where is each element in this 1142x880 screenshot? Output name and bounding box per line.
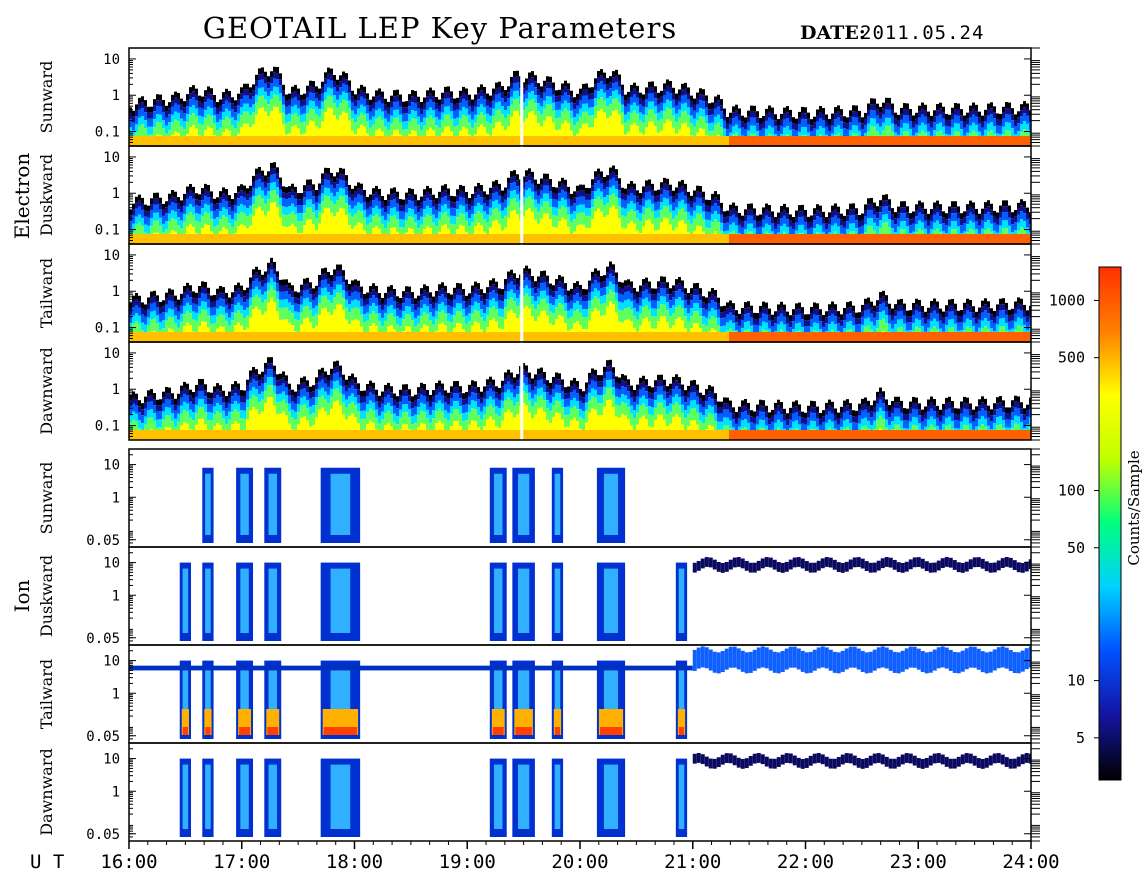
y-tick-label: 0.1 <box>95 419 120 435</box>
y-tick-label: 1 <box>112 88 120 104</box>
panel-label: Tailward <box>37 659 56 729</box>
panel-ion-duskward: Duskward 10 1 0.05 <box>37 546 1040 647</box>
x-tick-label: 20:00 <box>551 851 608 873</box>
y-tick-label: 1 <box>112 382 120 398</box>
panel-ion-dawnward: Dawnward 10 1 0.05 <box>37 742 1040 843</box>
panel-electron-duskward: Duskward 10 1 0.1 <box>37 145 1040 245</box>
y-tick-label: 10 <box>103 556 120 572</box>
y-tick-label: 10 <box>103 458 120 474</box>
y-tick-label: 10 <box>103 248 120 264</box>
y-tick-label: 10 <box>103 150 120 166</box>
colorbar-tick-label: 50 <box>1067 539 1085 557</box>
colorbar-label: Counts/Sample <box>1125 450 1142 565</box>
y-tick-label: 0.05 <box>86 631 120 647</box>
panel-label: Duskward <box>37 555 56 637</box>
x-tick-label: 16:00 <box>100 851 157 873</box>
y-tick-label: 0.1 <box>95 321 120 337</box>
y-tick-label: 1 <box>112 490 120 506</box>
x-tick-label: 21:00 <box>664 851 721 873</box>
y-tick-label: 0.1 <box>95 125 120 141</box>
x-tick-label: 18:00 <box>326 851 383 873</box>
panel-label: Dawnward <box>37 347 56 435</box>
colorbar-tick-label: 10 <box>1067 672 1085 690</box>
x-tick-label: 22:00 <box>777 851 834 873</box>
x-tick-label: 19:00 <box>439 851 496 873</box>
panel-ion-tailward: Tailward 10 1 0.05 <box>37 644 1040 745</box>
colorbar: Counts/Sample 5 10 50 100 500 1000 <box>1049 266 1142 781</box>
y-tick-label: 10 <box>103 654 120 670</box>
colorbar-tick-label: 500 <box>1058 349 1085 367</box>
chart-title: GEOTAIL LEP Key Parameters <box>203 11 677 45</box>
y-tick-label: 0.05 <box>86 729 120 745</box>
date-label: DATE: <box>800 22 866 44</box>
colorbar-tick-label: 100 <box>1058 482 1085 500</box>
group-label-electron: Electron <box>10 153 34 240</box>
x-tick-label: 23:00 <box>890 851 947 873</box>
panel-label: Tailward <box>37 258 56 328</box>
panel-label: Sunward <box>37 61 56 134</box>
y-tick-label: 1 <box>112 784 120 800</box>
panel-electron-tailward: Tailward 10 1 0.1 <box>37 243 1040 343</box>
panel-label: Sunward <box>37 462 56 535</box>
colorbar-tick-label: 5 <box>1076 729 1085 747</box>
y-tick-label: 1 <box>112 284 120 300</box>
colorbar-gradient <box>1098 266 1122 781</box>
panel-label: Duskward <box>37 154 56 236</box>
y-tick-label: 1 <box>112 186 120 202</box>
date-value: 2011.05.24 <box>860 22 984 44</box>
colorbar-tick-label: 1000 <box>1049 291 1085 309</box>
y-tick-label: 10 <box>103 52 120 68</box>
y-tick-label: 0.05 <box>86 827 120 843</box>
y-tick-label: 0.1 <box>95 223 120 239</box>
y-tick-label: 1 <box>112 686 120 702</box>
y-tick-label: 10 <box>103 752 120 768</box>
group-label-ion: Ion <box>10 579 34 612</box>
panel-label: Dawnward <box>37 748 56 836</box>
x-tick-label: 17:00 <box>213 851 270 873</box>
panel-electron-sunward: Sunward 10 1 0.1 <box>37 47 1040 147</box>
panel-electron-dawnward: Dawnward 10 1 0.1 <box>37 341 1040 441</box>
y-tick-label: 1 <box>112 588 120 604</box>
x-tick-label: 24:00 <box>1002 851 1059 873</box>
y-tick-label: 10 <box>103 346 120 362</box>
spectrogram-panels: Sunward 10 1 0.1 Duskward 10 1 0.1 Tailward 10 1 0.… <box>37 47 1040 843</box>
x-axis-label: U T <box>30 851 64 873</box>
y-tick-label: 0.05 <box>86 533 120 549</box>
x-axis: U T 16:00 17:00 18:00 19:00 20:00 21:00 22:00 2… <box>30 841 1060 873</box>
panel-ion-sunward: Sunward 10 1 0.05 <box>37 448 1040 549</box>
